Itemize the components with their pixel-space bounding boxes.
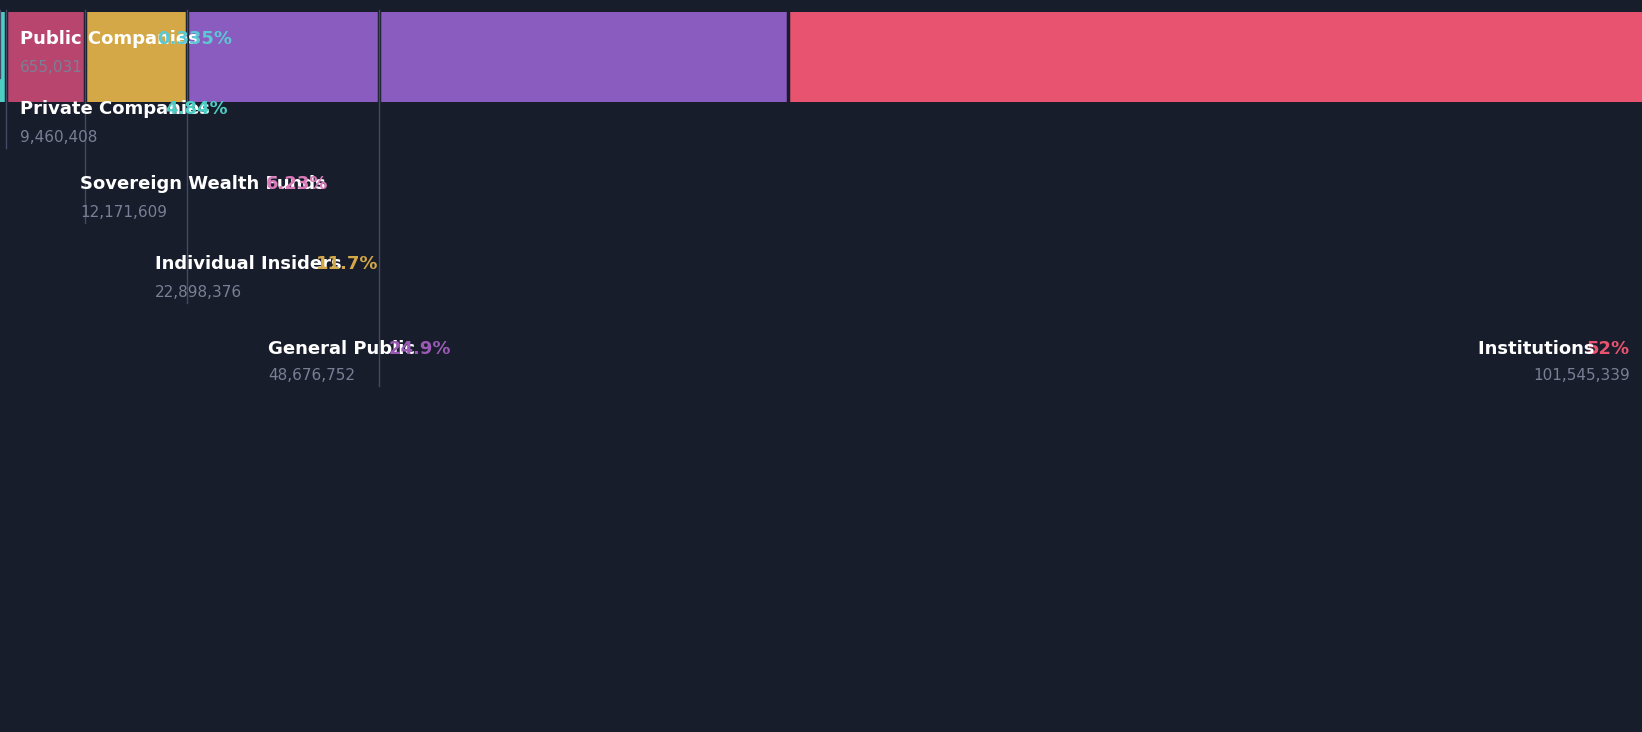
Text: Public Companies: Public Companies (20, 30, 199, 48)
Text: 11.7%: 11.7% (317, 255, 379, 273)
Text: 0.335%: 0.335% (158, 30, 232, 48)
Bar (85, 12, 187, 102)
Bar (5, 12, 85, 102)
Text: Sovereign Wealth Funds: Sovereign Wealth Funds (80, 175, 325, 193)
Text: 4.84%: 4.84% (166, 100, 228, 118)
Bar (187, 12, 379, 102)
Text: 101,545,339: 101,545,339 (1534, 368, 1631, 383)
Text: 48,676,752: 48,676,752 (268, 368, 355, 383)
Bar (0, 12, 5, 102)
Text: General Public: General Public (268, 340, 415, 358)
Text: Private Companies: Private Companies (20, 100, 210, 118)
Text: 52%: 52% (1586, 340, 1631, 358)
Text: 24.9%: 24.9% (389, 340, 452, 358)
Text: 655,031: 655,031 (20, 60, 82, 75)
Text: Institutions: Institutions (1478, 340, 1601, 358)
Text: 12,171,609: 12,171,609 (80, 205, 167, 220)
Text: Individual Insiders: Individual Insiders (154, 255, 342, 273)
Text: 6.23%: 6.23% (266, 175, 328, 193)
Bar (788, 12, 1642, 102)
Text: 9,460,408: 9,460,408 (20, 130, 97, 145)
Text: 22,898,376: 22,898,376 (154, 285, 241, 300)
Bar (379, 12, 788, 102)
